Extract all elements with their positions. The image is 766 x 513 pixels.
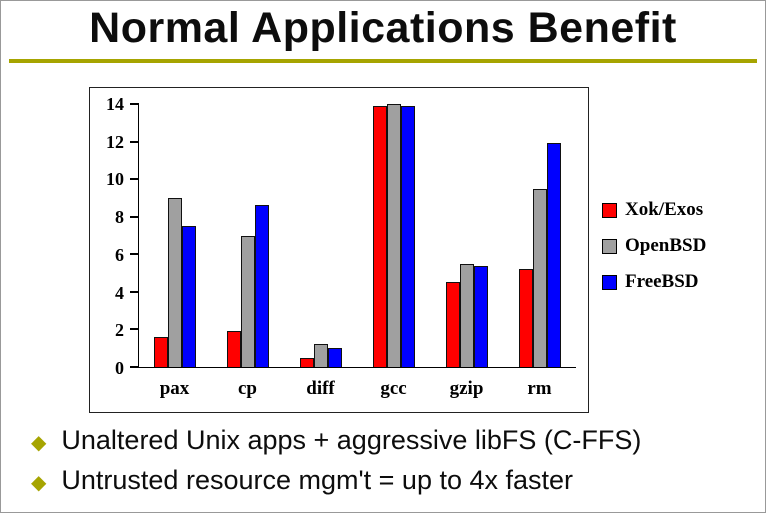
legend-item: FreeBSD [602,271,706,293]
bar-cp-openbsd [241,235,256,367]
y-tick-label: 10 [106,169,124,190]
bullet-item: ◆ Unaltered Unix apps + aggressive libFS … [31,425,641,456]
bar-gzip-xok-exos [445,282,460,367]
title-underline [9,59,757,63]
legend-item: Xok/Exos [602,199,706,221]
legend-item: OpenBSD [602,235,706,257]
legend-label: Xok/Exos [625,199,704,220]
bar-cp-xok-exos [227,331,242,367]
bar-gcc-xok-exos [372,105,387,367]
x-axis-labels: pax cp diff gcc gzip rm [138,378,576,400]
bar-chart: 0 2 4 6 8 10 12 14 pax cp diff gcc gzip rm [89,87,589,413]
y-tick-label: 2 [115,320,124,341]
legend-label: FreeBSD [625,271,699,292]
bar-diff-freebsd [328,348,343,367]
bar-diff-openbsd [314,344,329,367]
bar-gzip-freebsd [473,265,488,367]
y-tick-mark [130,140,139,143]
chart-legend: Xok/Exos OpenBSD FreeBSD [602,199,706,293]
y-tick-mark [130,366,139,368]
x-category-label: rm [527,378,552,399]
bullet-list: ◆ Unaltered Unix apps + aggressive libFS … [31,425,641,496]
legend-swatch-icon [602,202,617,218]
bullet-text: Unaltered Unix apps + aggressive libFS (… [61,425,642,455]
bar-pax-xok-exos [154,336,169,367]
x-category-label: diff [306,378,335,399]
y-tick-mark [130,328,139,331]
chart-plot-area [130,103,576,368]
bar-group-gcc [357,104,430,367]
bar-gcc-openbsd [386,104,401,367]
y-axis: 0 2 4 6 8 10 12 14 [90,95,134,377]
bar-groups [139,104,576,367]
y-tick-label: 14 [106,94,124,114]
x-category-label: gzip [449,378,484,399]
bar-group-pax [139,104,212,367]
bullet-diamond-icon: ◆ [31,432,47,454]
y-tick-mark [130,290,139,293]
bar-group-diff [285,104,358,367]
bar-pax-openbsd [168,197,183,367]
legend-swatch-icon [602,274,617,290]
bar-rm-openbsd [532,188,547,367]
bar-diff-xok-exos [300,357,315,367]
legend-label: OpenBSD [625,235,707,256]
bullet-text: Untrusted resource mgm't = up to 4x fast… [61,465,574,495]
bar-gcc-freebsd [400,105,415,367]
y-tick-mark [130,215,139,218]
y-tick-mark [130,253,139,256]
y-tick-mark [130,178,139,181]
bar-group-rm [503,104,576,367]
bar-group-gzip [430,104,503,367]
y-tick-label: 0 [115,358,124,378]
bullet-diamond-icon: ◆ [31,472,47,494]
y-tick-label: 4 [115,282,124,303]
bullet-item: ◆ Untrusted resource mgm't = up to 4x fas… [31,465,641,496]
y-tick-label: 12 [106,131,124,152]
x-category-label: gcc [380,378,407,399]
legend-swatch-icon [602,238,617,254]
page-title: Normal Applications Benefit [89,4,677,52]
bar-rm-xok-exos [518,269,533,367]
x-category-label: pax [159,378,190,399]
bar-pax-freebsd [182,226,197,367]
y-tick-mark [130,103,139,105]
bar-rm-freebsd [546,143,561,367]
y-tick-label: 6 [115,244,124,265]
y-tick-label: 8 [115,207,124,228]
bar-group-cp [212,104,285,367]
bar-cp-freebsd [255,205,270,367]
bar-gzip-openbsd [459,263,474,367]
x-category-label: cp [238,378,257,399]
